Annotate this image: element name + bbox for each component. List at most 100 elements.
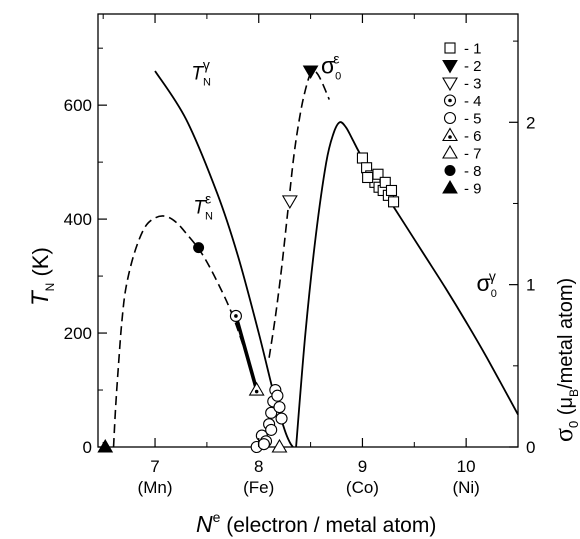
- legend-label: - 8: [464, 163, 482, 180]
- data-point: [372, 168, 384, 180]
- x-tick-label: 8: [254, 457, 263, 476]
- data-point: [388, 196, 400, 208]
- legend-marker: [442, 77, 458, 92]
- marker-circle: [273, 401, 286, 414]
- curve-TN-gamma: [154, 70, 294, 448]
- data-point: [248, 381, 265, 396]
- marker-circle-filled: [444, 165, 456, 176]
- x-tick-sublabel: (Ni): [452, 478, 479, 497]
- marker-triangle-up-filled: [97, 439, 114, 453]
- marker-square: [356, 152, 368, 164]
- data-point: [281, 195, 298, 209]
- data-point: [257, 438, 270, 451]
- curve-label: σ0ε: [321, 51, 341, 83]
- marker-triangle-down: [281, 195, 298, 209]
- data-point: [275, 412, 288, 425]
- curve-label: σ0γ: [477, 268, 497, 300]
- marker-square: [388, 196, 400, 208]
- marker-dot: [234, 314, 238, 318]
- marker-square: [385, 184, 398, 197]
- legend-marker: [443, 111, 457, 125]
- data-point: [229, 309, 242, 323]
- x-axis-title: Ne (electron / metal atom): [196, 509, 436, 537]
- legend-marker: [442, 60, 458, 74]
- data-point: [273, 401, 286, 414]
- legend-label: - 2: [464, 58, 482, 75]
- y-left-tick-label: 400: [64, 210, 92, 229]
- data-point: [265, 423, 278, 436]
- marker-triangle-up: [442, 144, 458, 159]
- curve-thick-segment: [234, 315, 259, 391]
- marker-circle: [265, 406, 278, 419]
- curve-labels: TNγ TNε σ0ε σ0γ: [191, 51, 497, 301]
- marker-square: [362, 171, 374, 184]
- legend-label: - 1: [464, 41, 482, 58]
- marker-dot: [448, 98, 452, 103]
- marker-triangle-up: [271, 438, 288, 453]
- data-point: [271, 438, 288, 453]
- axis-titles: Ne (electron / metal atom) TN (K) σ0 (μB/m…: [27, 247, 580, 537]
- legend-marker: [444, 42, 456, 54]
- marker-dot: [448, 135, 452, 139]
- curve-sigma0-gamma: [295, 121, 519, 448]
- data-point: [193, 242, 205, 254]
- legend: - 1- 2- 3- 4- 5- 6- 7- 8- 9: [442, 41, 482, 198]
- x-tick-label: 7: [150, 457, 159, 476]
- legend-label: - 7: [464, 146, 482, 163]
- y-left-tick-label: 600: [64, 96, 92, 115]
- marker-circle: [257, 438, 270, 451]
- marker-triangle-up: [442, 127, 458, 142]
- x-tick-sublabel: (Fe): [243, 478, 274, 497]
- marker-triangle-down: [302, 65, 319, 79]
- legend-label: - 3: [464, 76, 482, 93]
- y-right-tick-label: 2: [526, 113, 535, 132]
- data-point: [265, 406, 278, 419]
- data-point: [379, 176, 391, 188]
- legend-marker: [442, 180, 458, 194]
- y-left-axis-title: TN (K): [27, 247, 57, 306]
- curves: [112, 70, 519, 448]
- marker-square: [372, 168, 384, 180]
- legend-label: - 5: [464, 111, 482, 128]
- y-left-tick-label: 0: [83, 438, 92, 457]
- legend-marker: [442, 144, 458, 159]
- curve-label: TNγ: [191, 57, 211, 89]
- marker-triangle-down: [442, 77, 458, 92]
- legend-marker: [442, 127, 458, 142]
- legend-label: - 6: [464, 128, 482, 145]
- marker-triangle-up-filled: [442, 180, 458, 194]
- data-point: [97, 439, 114, 453]
- marker-circle: [265, 423, 278, 436]
- legend-label: - 9: [464, 181, 482, 198]
- marker-circle: [443, 111, 457, 125]
- x-tick-sublabel: (Mn): [138, 478, 173, 497]
- x-tick-sublabel: (Co): [346, 478, 379, 497]
- plot-border: [97, 13, 519, 448]
- curve-label: TNε: [193, 190, 213, 222]
- y-right-axis-title: σ0 (μB/metal atom): [549, 278, 580, 442]
- data-points: [97, 65, 400, 454]
- x-tick-label: 9: [358, 457, 367, 476]
- plot-frame: [97, 13, 519, 448]
- legend-label: - 4: [464, 93, 482, 110]
- axis-ticks: 7 (Mn) 8 (Fe) 9 (Co) 10 (Ni) 0 200 400 600 0 1 2: [64, 14, 535, 497]
- data-point: [302, 65, 319, 79]
- y-left-tick-label: 200: [64, 324, 92, 343]
- data-point: [356, 152, 368, 164]
- marker-dot: [254, 389, 259, 394]
- marker-triangle-down: [442, 60, 458, 74]
- data-point: [385, 184, 398, 197]
- legend-marker: [443, 94, 457, 107]
- curve-sigma0-epsilon: [268, 70, 330, 358]
- marker-square: [379, 176, 391, 188]
- y-right-tick-label: 0: [526, 438, 535, 457]
- marker-circle: [271, 389, 284, 402]
- data-point: [362, 171, 374, 184]
- marker-circle-filled: [193, 242, 205, 254]
- data-point: [271, 389, 284, 402]
- curve-TN-epsilon: [112, 215, 258, 448]
- legend-marker: [444, 165, 456, 176]
- x-tick-label: 10: [457, 457, 476, 476]
- marker-triangle-up: [248, 381, 265, 396]
